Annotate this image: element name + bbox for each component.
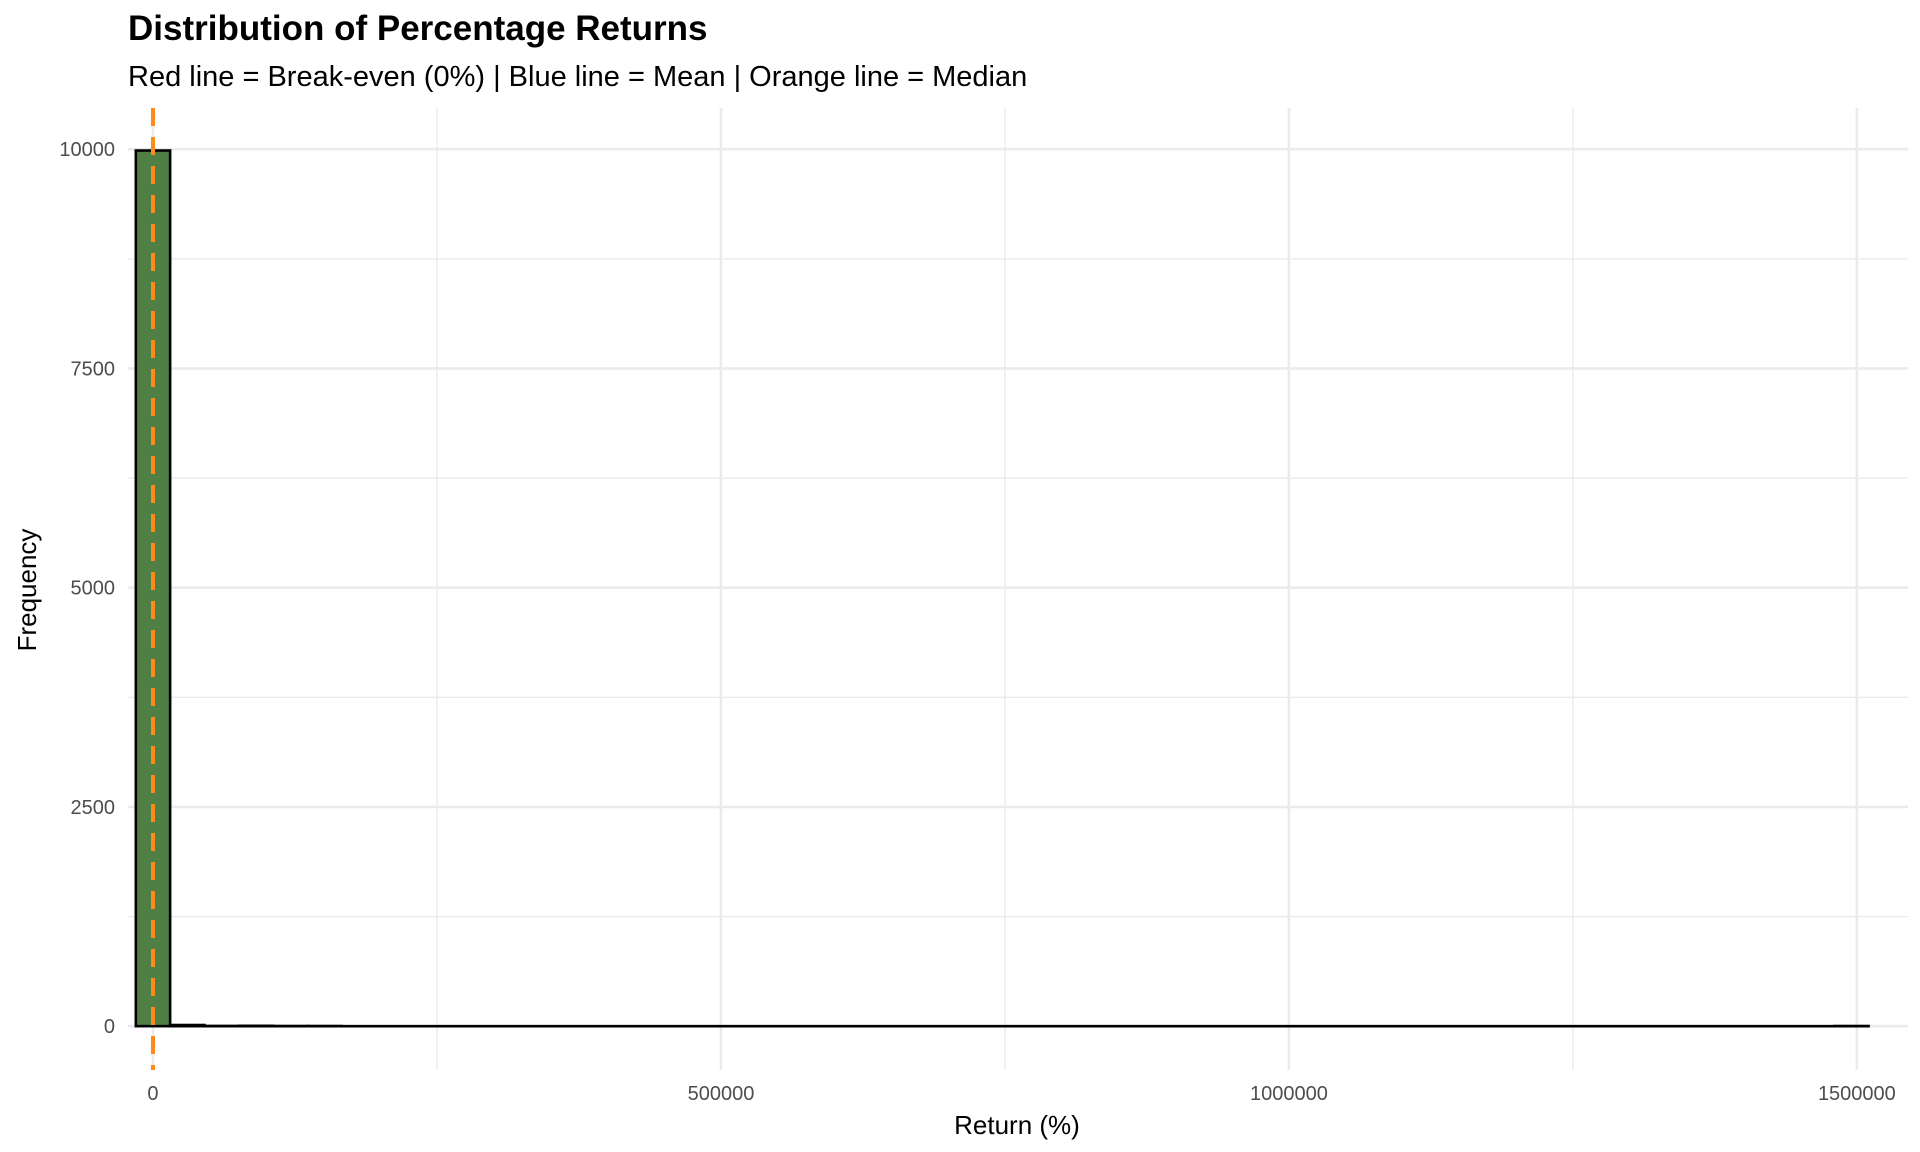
- x-tick-label: 1500000: [1818, 1083, 1896, 1105]
- x-axis-title: Return (%): [954, 1110, 1080, 1140]
- x-tick-label: 500000: [688, 1083, 755, 1105]
- chart-title: Distribution of Percentage Returns: [128, 9, 708, 48]
- y-tick-label: 10000: [59, 139, 115, 161]
- y-tick-label: 2500: [71, 797, 116, 819]
- y-axis-ticks: 0 2500 5000 7500 10000: [59, 139, 115, 1038]
- x-tick-label: 0: [147, 1083, 158, 1105]
- y-tick-label: 5000: [71, 578, 116, 600]
- y-axis-title: Frequency: [12, 529, 42, 652]
- x-tick-label: 1000000: [1250, 1083, 1328, 1105]
- x-axis-ticks: 0 500000 1000000 1500000: [147, 1083, 1895, 1105]
- y-tick-label: 7500: [71, 358, 116, 380]
- chart-subtitle: Red line = Break-even (0%) | Blue line =…: [128, 61, 1027, 93]
- y-tick-label: 0: [104, 1016, 115, 1038]
